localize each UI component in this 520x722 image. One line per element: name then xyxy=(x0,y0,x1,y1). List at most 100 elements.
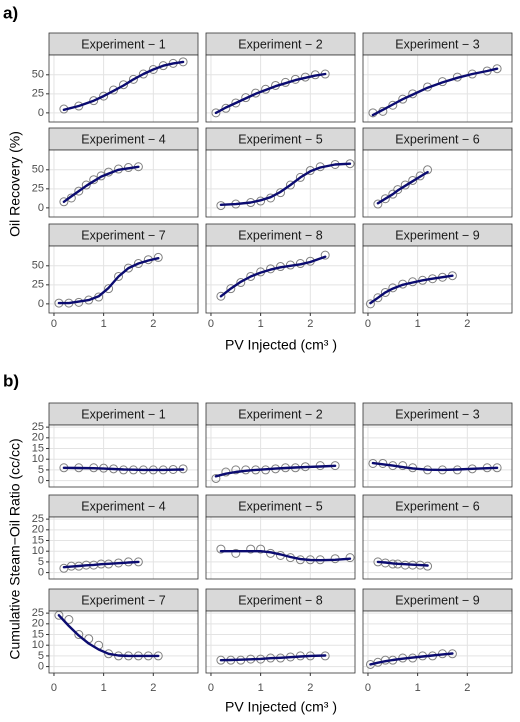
data-point xyxy=(246,544,256,554)
data-point xyxy=(211,108,221,118)
data-point xyxy=(345,553,355,563)
data-point xyxy=(231,98,241,108)
plot-area xyxy=(363,425,512,487)
plot-area xyxy=(49,150,198,217)
y-tick-label: 20 xyxy=(32,524,44,536)
y-tick-label: 15 xyxy=(32,442,44,454)
strip-title: Experiment − 8 xyxy=(238,228,322,242)
y-tick-label: 50 xyxy=(32,164,44,176)
data-point xyxy=(64,615,74,625)
strip-title: Experiment − 6 xyxy=(395,132,479,146)
panel-border xyxy=(362,424,513,488)
data-point xyxy=(320,250,330,260)
x-tick-label: 0 xyxy=(51,682,57,694)
panel-border xyxy=(205,245,356,314)
fit-line xyxy=(219,162,352,206)
data-point xyxy=(373,293,383,303)
fit-line xyxy=(62,466,185,472)
data-point xyxy=(89,96,99,106)
data-point xyxy=(148,64,158,74)
data-point xyxy=(123,263,133,273)
strip-title: Experiment − 9 xyxy=(395,593,479,607)
fit-line xyxy=(62,560,140,569)
fit-line xyxy=(376,170,429,205)
y-tick-label: 0 xyxy=(38,474,44,486)
y-tick-label: 0 xyxy=(38,202,44,214)
facet: Experiment − 9 0 1 2 xyxy=(362,223,513,330)
panel-border xyxy=(48,245,199,314)
y-tick-label: 5 xyxy=(38,464,44,476)
x-tick-label: 1 xyxy=(258,682,264,694)
strip-title: Experiment − 1 xyxy=(81,37,165,51)
x-tick-label: 1 xyxy=(415,682,421,694)
panel-border xyxy=(48,149,199,218)
data-point xyxy=(380,287,390,297)
facet: Experiment − 8 0 1 2 xyxy=(205,223,356,330)
facet: Experiment − 7 0 25 50 0 1 2 xyxy=(32,223,199,330)
panel-border xyxy=(362,149,513,218)
strip-title: Experiment − 9 xyxy=(395,228,479,242)
facet: Experiment − 2 xyxy=(205,32,356,123)
strip-title: Experiment − 7 xyxy=(81,593,165,607)
facet: Experiment − 8 0 1 2 xyxy=(205,588,356,694)
y-tick-label: 25 xyxy=(32,607,44,619)
x-tick-label: 1 xyxy=(415,318,421,330)
data-point xyxy=(211,473,221,483)
facet: Experiment − 9 0 1 2 xyxy=(362,588,513,694)
data-point xyxy=(221,103,231,113)
y-tick-label: 0 xyxy=(38,660,44,672)
data-point xyxy=(216,544,226,554)
y-tick-label: 20 xyxy=(32,618,44,630)
data-point xyxy=(226,284,236,294)
x-tick-label: 2 xyxy=(464,682,470,694)
data-point xyxy=(81,180,91,190)
data-point xyxy=(365,299,375,309)
fit-line xyxy=(371,461,499,472)
strip-title: Experiment − 4 xyxy=(81,499,165,513)
facet: Experiment − 4 0 25 50 xyxy=(32,127,199,218)
panel-border xyxy=(48,516,199,580)
data-point xyxy=(236,278,246,288)
strip-title: Experiment − 5 xyxy=(238,132,322,146)
strip-title: Experiment − 4 xyxy=(81,132,165,146)
y-tick-label: 10 xyxy=(32,545,44,557)
y-tick-label: 50 xyxy=(32,260,44,272)
strip-title: Experiment − 6 xyxy=(395,499,479,513)
fit-line xyxy=(57,257,160,305)
plot-area xyxy=(363,55,512,122)
strip-title: Experiment − 8 xyxy=(238,593,322,607)
y-tick-label: 15 xyxy=(32,628,44,640)
y-tick-label: 50 xyxy=(32,69,44,81)
y-tick-label: 25 xyxy=(32,421,44,433)
y-tick-label: 25 xyxy=(32,183,44,195)
panel-border xyxy=(205,149,356,218)
fit-line xyxy=(62,165,140,203)
data-point xyxy=(285,180,295,190)
panel-border xyxy=(362,245,513,314)
plot-area xyxy=(49,517,198,579)
data-point xyxy=(138,69,148,79)
x-axis-title: PV Injected (cm³ ) xyxy=(225,699,337,715)
data-point xyxy=(74,630,84,640)
data-point xyxy=(231,465,241,475)
x-tick-label: 2 xyxy=(307,318,313,330)
data-point xyxy=(231,548,241,558)
data-point xyxy=(400,180,410,190)
panel-border xyxy=(362,516,513,580)
plot-area xyxy=(363,611,512,673)
strip-title: Experiment − 3 xyxy=(395,407,479,421)
data-point xyxy=(216,291,226,301)
y-tick-label: 15 xyxy=(32,534,44,546)
strip-title: Experiment − 3 xyxy=(395,37,479,51)
y-tick-label: 5 xyxy=(38,650,44,662)
panel-border xyxy=(205,54,356,123)
strip-title: Experiment − 2 xyxy=(238,407,322,421)
data-point xyxy=(74,186,84,196)
x-tick-label: 0 xyxy=(365,318,371,330)
facet: Experiment − 3 xyxy=(362,32,513,123)
data-point xyxy=(380,194,390,204)
data-point xyxy=(119,80,128,90)
data-point xyxy=(153,252,163,262)
data-point xyxy=(246,271,256,281)
